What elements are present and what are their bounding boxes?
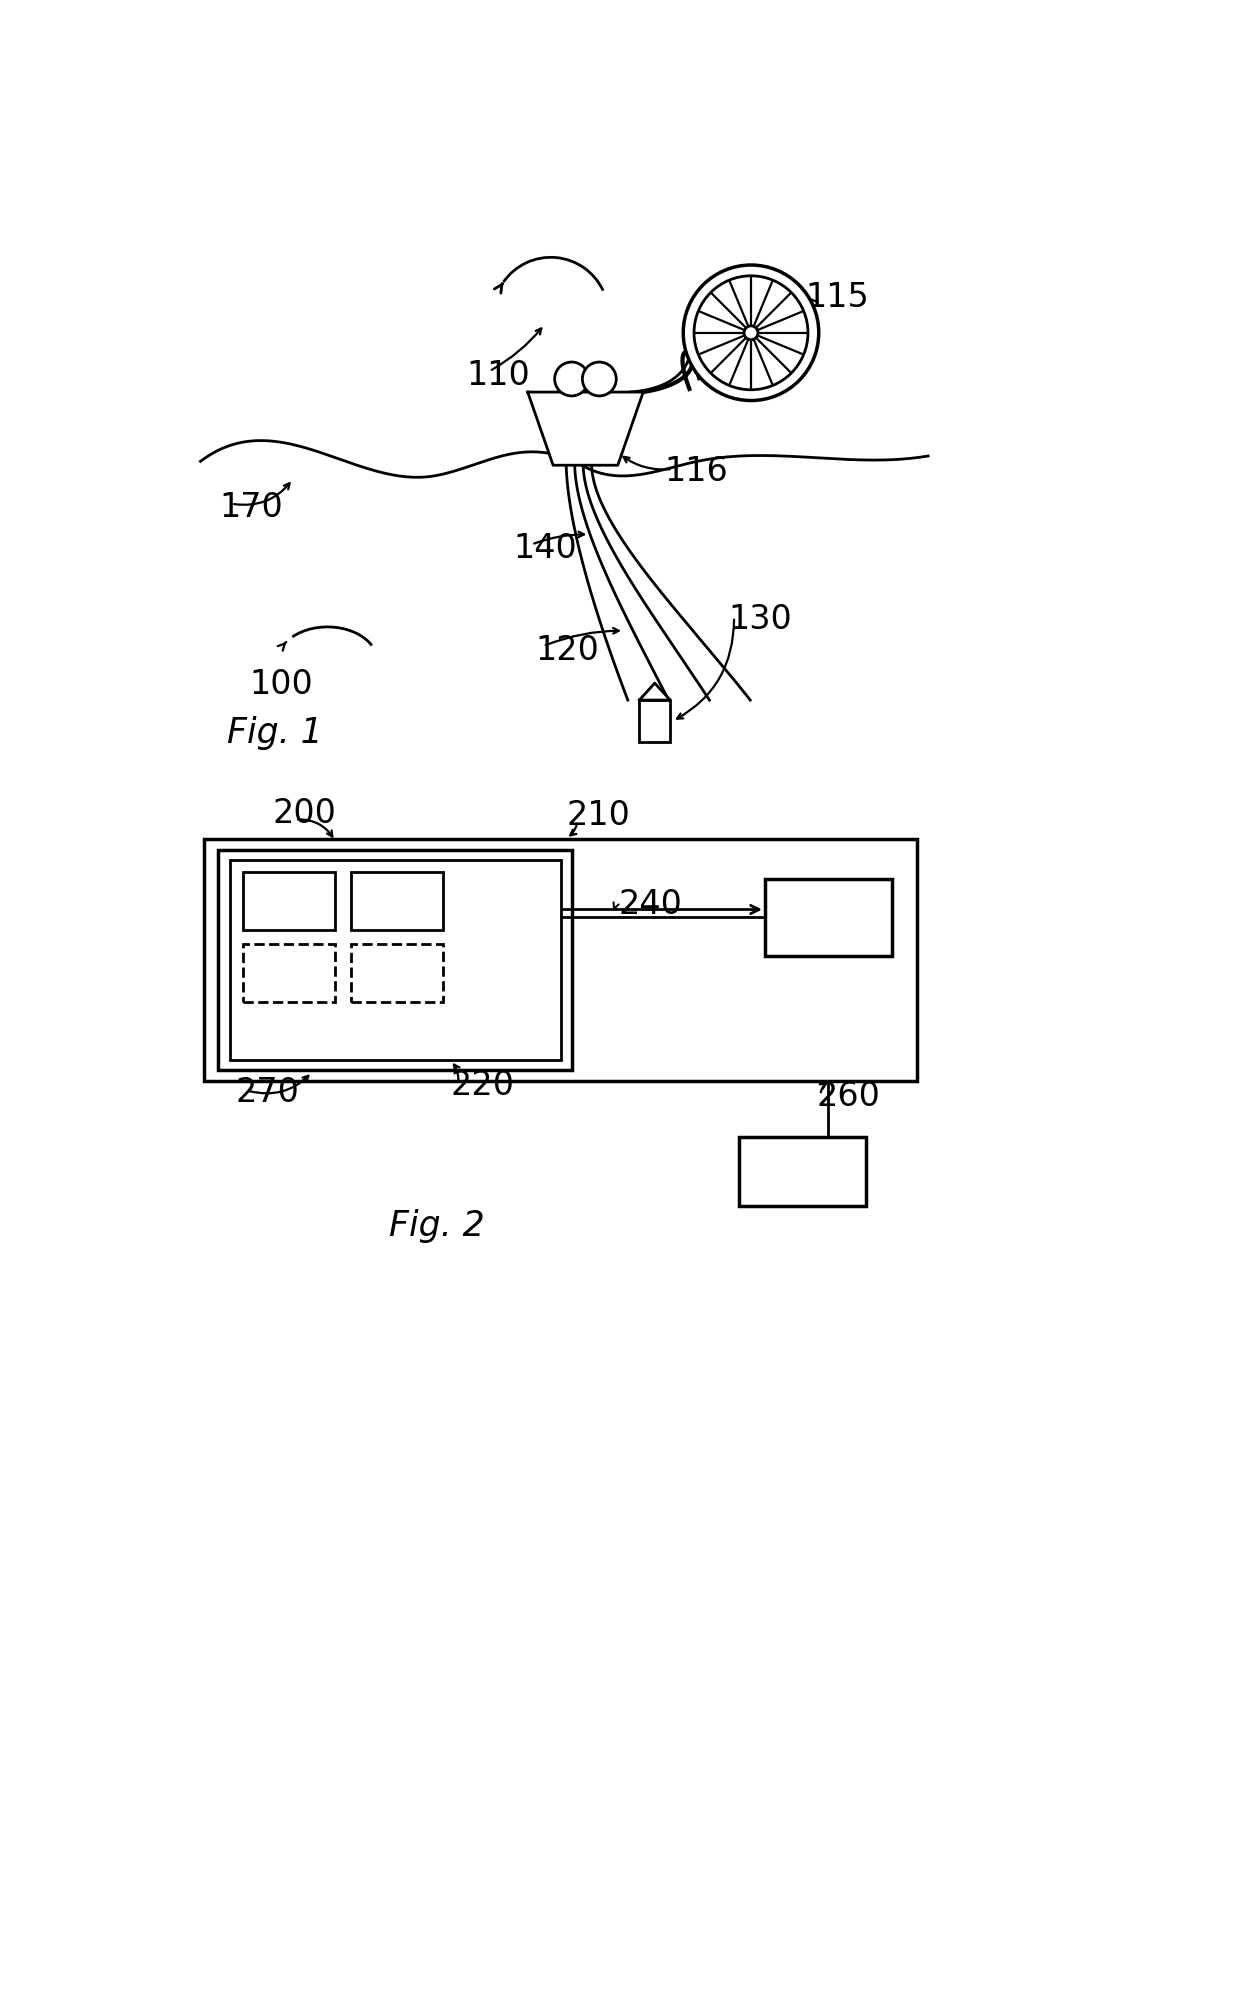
Text: ...: ... bbox=[273, 1012, 305, 1046]
Bar bbox=[765, 879, 892, 956]
Bar bbox=[229, 861, 560, 1060]
Circle shape bbox=[554, 363, 589, 395]
Text: ...: ... bbox=[273, 956, 305, 990]
Polygon shape bbox=[528, 391, 644, 466]
Text: 130: 130 bbox=[728, 603, 791, 635]
Text: 100: 100 bbox=[249, 667, 312, 702]
Circle shape bbox=[683, 264, 818, 401]
Text: 240: 240 bbox=[619, 887, 682, 921]
Text: 270: 270 bbox=[236, 1077, 299, 1109]
Text: 116: 116 bbox=[665, 456, 729, 488]
Text: 250: 250 bbox=[771, 1155, 835, 1187]
Text: 200: 200 bbox=[272, 796, 336, 831]
Bar bbox=[218, 851, 573, 1070]
Bar bbox=[243, 871, 335, 929]
Text: 220: 220 bbox=[450, 1068, 515, 1101]
Text: 170: 170 bbox=[219, 492, 284, 524]
Bar bbox=[351, 871, 443, 929]
Bar bbox=[640, 700, 670, 742]
Text: ...: ... bbox=[381, 956, 413, 990]
Text: 260: 260 bbox=[816, 1081, 880, 1113]
Text: 210: 210 bbox=[567, 798, 630, 833]
Bar bbox=[739, 1137, 867, 1206]
Circle shape bbox=[744, 327, 758, 341]
Text: Fig. 2: Fig. 2 bbox=[389, 1210, 485, 1244]
Text: 230: 230 bbox=[796, 901, 861, 933]
Text: 115: 115 bbox=[805, 280, 869, 314]
Bar bbox=[351, 943, 443, 1002]
Circle shape bbox=[583, 363, 616, 395]
Text: ...: ... bbox=[450, 885, 482, 917]
Text: 220b: 220b bbox=[358, 887, 435, 915]
Text: 220a: 220a bbox=[250, 887, 327, 915]
Text: 140: 140 bbox=[513, 532, 578, 564]
Text: 120: 120 bbox=[536, 633, 599, 667]
Polygon shape bbox=[640, 683, 670, 700]
Bar bbox=[205, 839, 916, 1081]
Text: Fig. 1: Fig. 1 bbox=[227, 716, 324, 750]
Bar bbox=[243, 943, 335, 1002]
Text: 110: 110 bbox=[466, 359, 529, 391]
